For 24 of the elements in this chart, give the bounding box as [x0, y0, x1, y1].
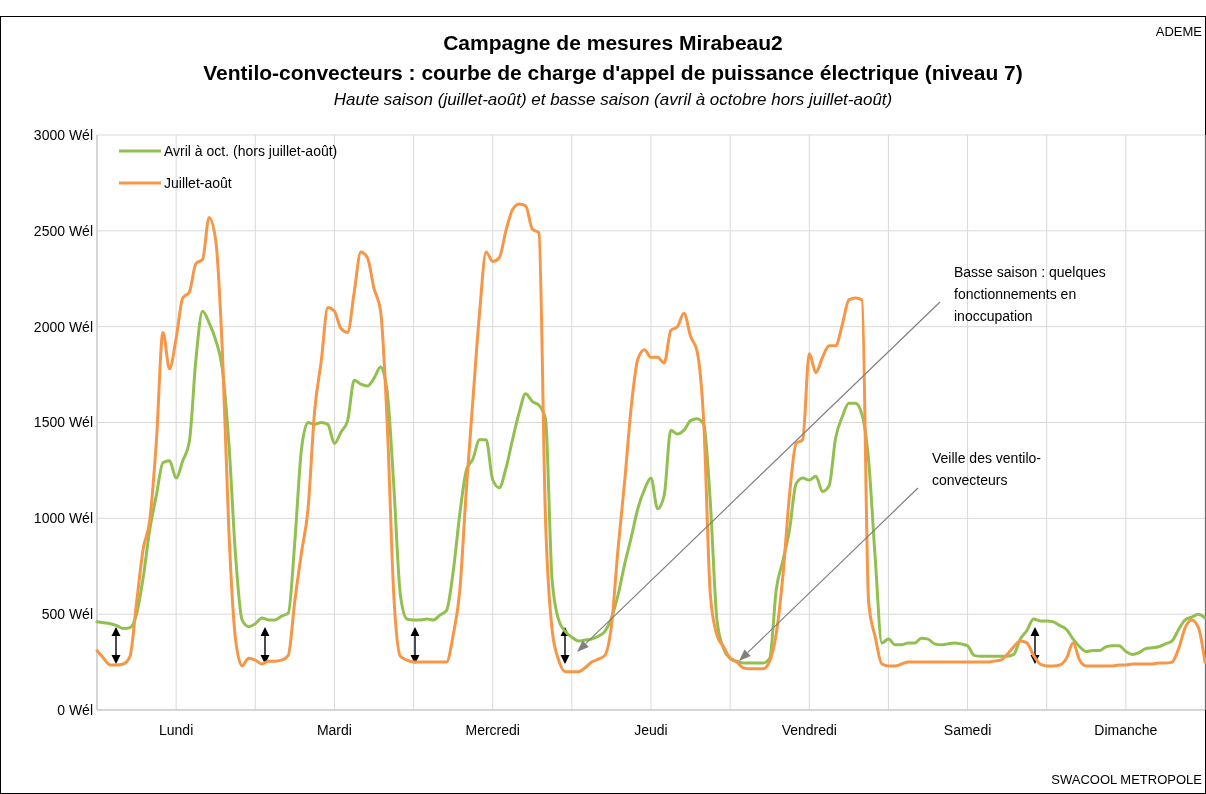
- chart-title: Campagne de mesures Mirabeau2 Ventilo-convecteurs : courbe de charge d'appel de puissance électrique (niveau 7): [203, 31, 1023, 84]
- annotation: Veille des ventilo-convecteurs: [932, 450, 1042, 488]
- y-tick-label: 1500 Wél: [33, 414, 93, 431]
- y-tick-label: 0 Wél: [57, 701, 93, 718]
- x-tick-label: Samedi: [943, 722, 992, 738]
- x-tick-label: Vendredi: [781, 722, 837, 738]
- y-tick-label: 2500 Wél: [33, 222, 93, 239]
- legend-label: Juillet-août: [164, 174, 232, 191]
- text: SWACOOL METROPOLE: [1051, 772, 1203, 787]
- x-tick-label: Mercredi: [465, 722, 520, 738]
- legend-label: Avril à oct. (hors juillet-août): [164, 142, 338, 159]
- y-tick-label: 3000 Wél: [33, 126, 93, 143]
- annotation: Basse saison : quelques fonctionnements en inoccupation: [954, 264, 1106, 324]
- line-series: [95, 202, 1206, 674]
- x-tick-label: Mardi: [316, 722, 352, 738]
- line-series: [95, 309, 1206, 665]
- text: ADEME: [1155, 24, 1203, 39]
- x-tick-label: Lundi: [159, 722, 194, 738]
- y-tick-label: 2000 Wél: [33, 318, 93, 335]
- y-tick-label: 1000 Wél: [33, 510, 93, 527]
- chart-subtitle: Haute saison (juillet-août) et basse saison (avril à octobre hors juillet-août): [333, 90, 893, 109]
- x-tick-label: Dimanche: [1094, 722, 1158, 738]
- y-tick-label: 500 Wél: [41, 606, 93, 623]
- x-tick-label: Jeudi: [634, 722, 668, 738]
